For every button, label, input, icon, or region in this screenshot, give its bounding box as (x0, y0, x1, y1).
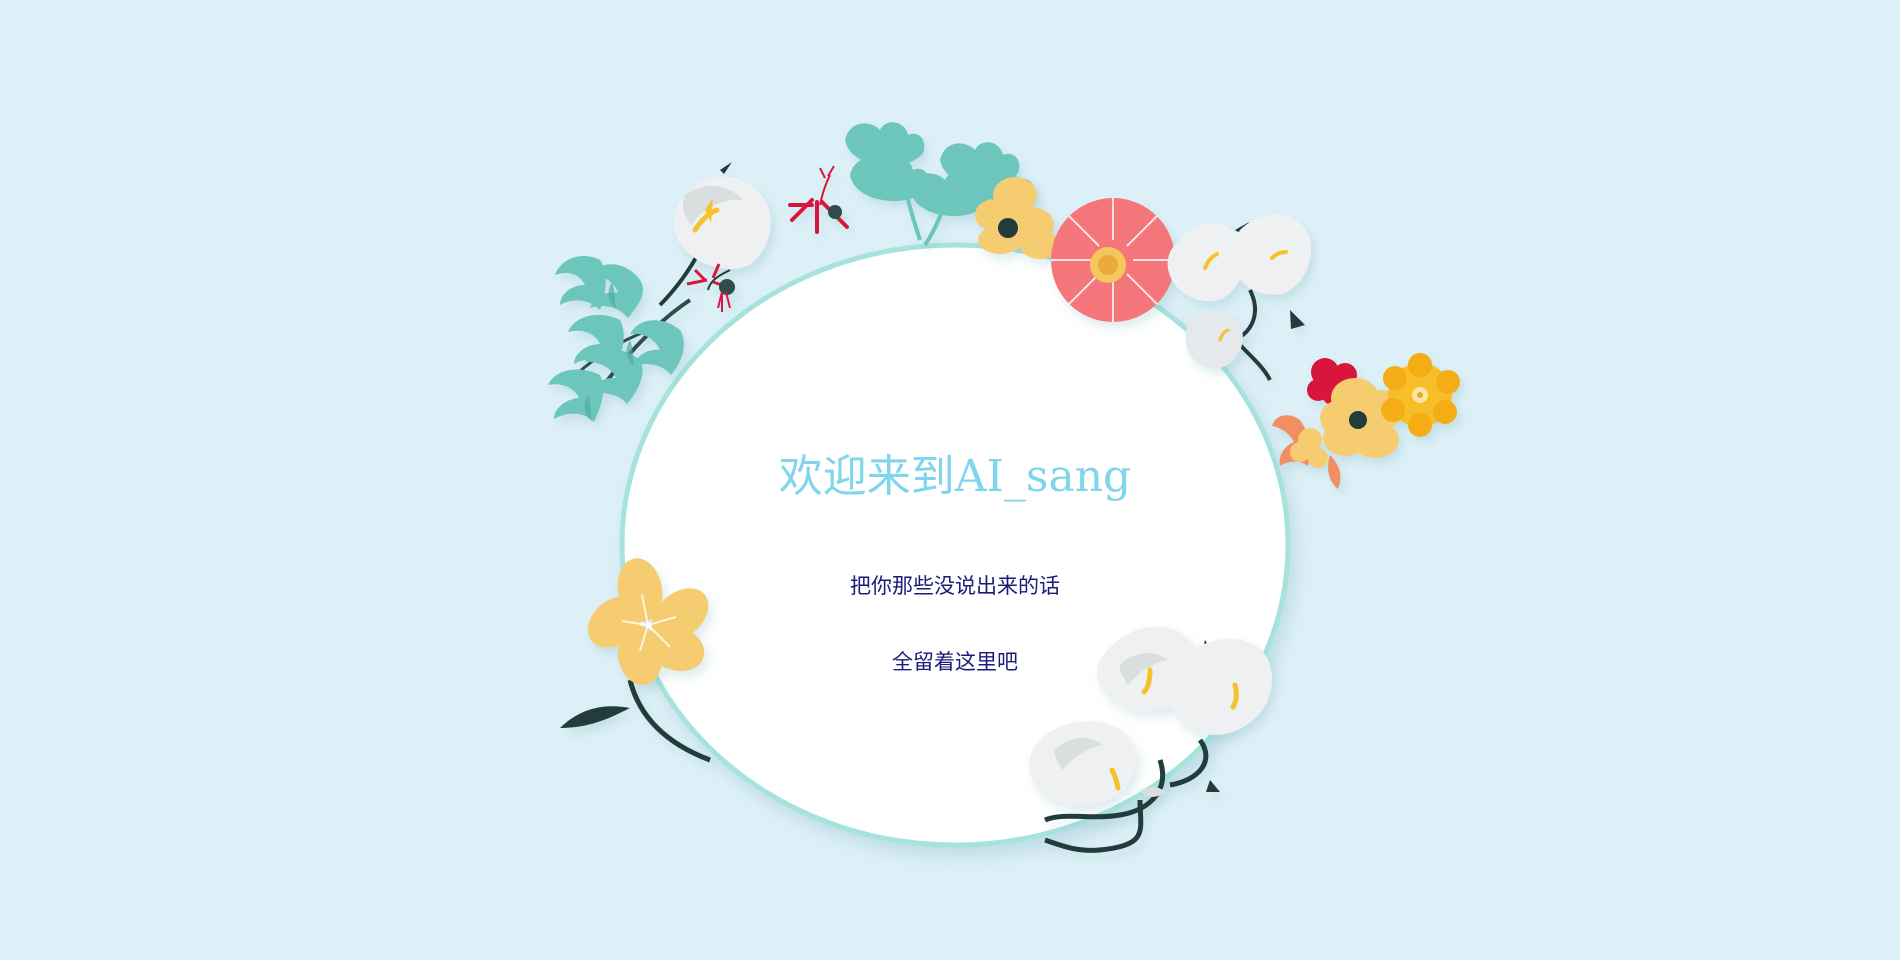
welcome-line-1: 把你那些没说出来的话 (850, 574, 1060, 598)
pink-gerbera (1051, 198, 1175, 322)
flower-cluster-right (1272, 353, 1460, 489)
yellow-flower-top (975, 177, 1060, 259)
welcome-card: 欢迎来到AI_sang 把你那些没说出来的话 全留着这里吧 (620, 250, 1290, 840)
red-fuchsia-left (686, 263, 735, 312)
teal-leaf-cluster-left (548, 255, 692, 422)
white-calla-top-left (658, 162, 771, 307)
red-fuchsia-top (788, 165, 849, 234)
white-calla-top-right (1167, 213, 1312, 381)
white-calla-bottom-right (1029, 626, 1273, 853)
yellow-plumeria-left (560, 558, 711, 763)
welcome-line-2: 全留着这里吧 (892, 650, 1018, 674)
welcome-title: 欢迎来到AI_sang (778, 451, 1132, 502)
